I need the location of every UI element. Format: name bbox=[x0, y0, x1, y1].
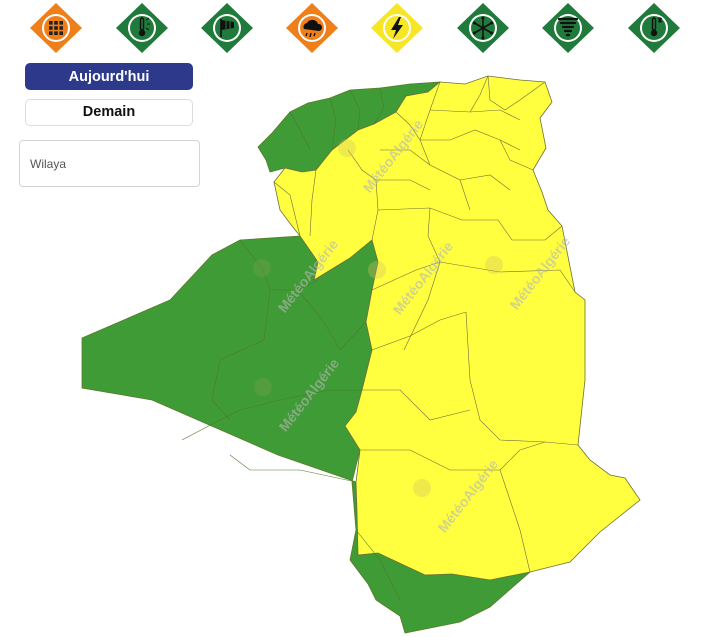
wilaya-borders-green bbox=[181, 87, 401, 601]
tomorrow-button[interactable]: Demain bbox=[25, 99, 193, 126]
map-region-yellow-north[interactable] bbox=[273, 75, 641, 581]
wilaya-borders bbox=[273, 75, 579, 573]
thermometer-heat-icon[interactable] bbox=[115, 2, 169, 54]
lightning-icon[interactable] bbox=[370, 2, 424, 54]
vigilance-icon-bar bbox=[0, 0, 702, 56]
windsock-icon[interactable] bbox=[200, 2, 254, 54]
snowflake-icon[interactable] bbox=[456, 2, 510, 54]
thermometer-cold-icon[interactable] bbox=[627, 2, 681, 54]
wilaya-input[interactable] bbox=[19, 140, 200, 187]
rain-cloud-icon[interactable] bbox=[285, 2, 339, 54]
tornado-icon[interactable] bbox=[541, 2, 595, 54]
today-button[interactable]: Aujourd'hui bbox=[25, 63, 193, 90]
all-vigilance-icon[interactable] bbox=[29, 2, 83, 54]
